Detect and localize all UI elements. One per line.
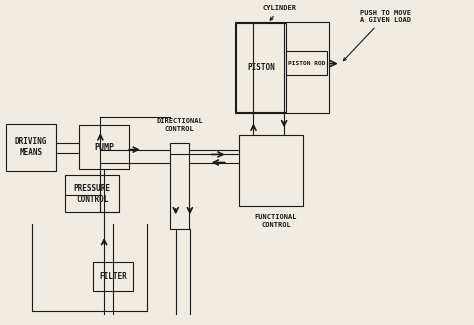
- Text: CYLINDER: CYLINDER: [263, 6, 297, 20]
- Text: DRIVING
MEANS: DRIVING MEANS: [15, 137, 47, 157]
- Bar: [93, 262, 133, 292]
- Text: PISTON ROD: PISTON ROD: [288, 61, 325, 66]
- Bar: [6, 124, 55, 171]
- Text: PUSH TO MOVE
A GIVEN LOAD: PUSH TO MOVE A GIVEN LOAD: [344, 10, 410, 61]
- Text: FUNCTIONAL
CONTROL: FUNCTIONAL CONTROL: [255, 214, 297, 228]
- Text: PISTON: PISTON: [247, 63, 274, 72]
- Bar: [285, 51, 327, 75]
- Bar: [236, 23, 285, 111]
- Bar: [239, 135, 303, 206]
- Text: PUMP: PUMP: [94, 143, 114, 152]
- Bar: [170, 143, 189, 228]
- Text: FILTER: FILTER: [100, 272, 127, 281]
- Bar: [235, 22, 329, 112]
- Text: DIRECTIONAL
CONTROL: DIRECTIONAL CONTROL: [156, 118, 203, 132]
- Bar: [65, 176, 119, 213]
- Text: PRESSURE
CONTROL: PRESSURE CONTROL: [73, 184, 110, 204]
- Bar: [79, 125, 128, 169]
